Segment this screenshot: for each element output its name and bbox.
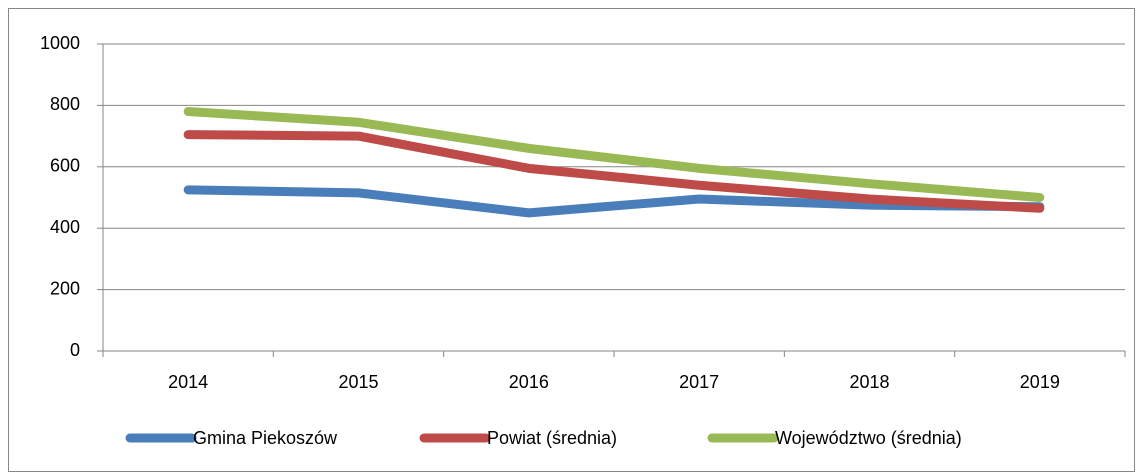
chart-border <box>8 8 1135 472</box>
legend-label: Województwo (średnia) <box>775 428 962 448</box>
y-tick-label: 400 <box>50 217 80 237</box>
y-tick-label: 0 <box>70 340 80 360</box>
y-tick-label: 1000 <box>40 33 80 53</box>
x-tick-label: 2017 <box>679 372 719 392</box>
legend-label: Gmina Piekoszów <box>193 428 338 448</box>
x-tick-label: 2015 <box>338 372 378 392</box>
x-tick-label: 2014 <box>168 372 208 392</box>
series-line <box>183 107 1045 202</box>
legend-label: Powiat (średnia) <box>487 428 617 448</box>
x-tick-label: 2018 <box>849 372 889 392</box>
x-tick-label: 2016 <box>509 372 549 392</box>
series-line <box>183 130 1045 213</box>
y-tick-label: 800 <box>50 94 80 114</box>
y-tick-label: 600 <box>50 156 80 176</box>
y-tick-label: 200 <box>50 278 80 298</box>
series-line <box>183 185 1045 218</box>
x-tick-label: 2019 <box>1020 372 1060 392</box>
